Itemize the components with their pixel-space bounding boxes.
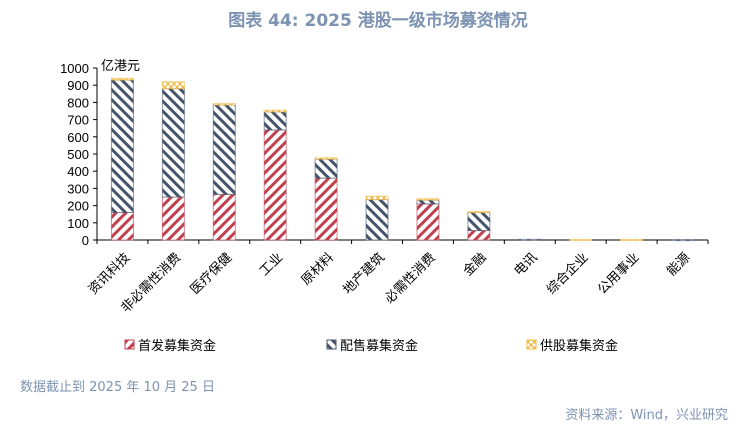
y-tick-label: 400: [67, 164, 89, 179]
bar-segment: [365, 199, 389, 241]
y-tick-label: 500: [67, 147, 89, 162]
y-tick-label: 700: [67, 113, 89, 128]
bar-segment: [263, 129, 287, 241]
bar-segment: [671, 239, 695, 242]
y-tick-label: 0: [82, 233, 89, 248]
legend-label: 首发募集资金: [138, 338, 216, 354]
bar-segment: [416, 203, 440, 241]
legend-swatch: [326, 339, 337, 350]
bar-segment: [110, 79, 134, 213]
x-category-label: 地产建筑: [340, 250, 388, 298]
y-tick-label: 100: [67, 216, 89, 231]
chart-title: 图表 44: 2025 港股一级市场募资情况: [228, 11, 528, 31]
x-category-label: 电讯: [512, 250, 541, 279]
legend-label: 配售募集资金: [340, 338, 418, 354]
x-category-label: 资讯科技: [86, 250, 133, 297]
bar-segment: [314, 158, 338, 179]
data-note: 数据截止到 2025 年 10 月 25 日: [20, 380, 215, 395]
bar-segment: [212, 104, 236, 195]
unit-label: 亿港元: [101, 59, 140, 74]
bar-segment: [518, 238, 542, 241]
x-category-label: 综合企业: [543, 250, 591, 298]
bar-segment: [263, 111, 287, 131]
y-tick-label: 300: [67, 181, 89, 196]
bar-segment: [161, 88, 185, 198]
legend-label: 供股募集资金: [540, 338, 618, 354]
y-tick-label: 200: [67, 199, 89, 214]
bar-segment: [161, 196, 185, 241]
bar-segment: [416, 198, 440, 201]
y-tick-label: 600: [67, 130, 89, 145]
x-category-label: 工业: [257, 250, 286, 279]
legend-swatch: [124, 339, 135, 350]
x-category-label: 金融: [460, 250, 490, 280]
bar-segment: [110, 211, 134, 241]
bar-segment: [212, 103, 236, 106]
bar-segment: [467, 211, 491, 214]
x-category-label: 公用事业: [595, 250, 642, 297]
bar-segment: [212, 193, 236, 241]
x-category-label: 原材料: [299, 250, 337, 288]
bar-segment: [467, 230, 491, 241]
source-note: 资料来源：Wind，兴业研究: [565, 408, 728, 423]
bar-segment: [620, 238, 644, 241]
bar-segment: [569, 238, 593, 241]
bar-segment: [161, 81, 185, 90]
y-tick-label: 1000: [60, 61, 89, 76]
bar-segment: [314, 157, 338, 160]
x-category-label: 必需性消费: [382, 250, 439, 307]
bar-segment: [110, 77, 134, 81]
x-category-label: 能源: [664, 250, 693, 279]
bar-segment: [416, 199, 440, 205]
y-tick-label: 800: [67, 95, 89, 110]
y-tick-label: 900: [67, 78, 89, 93]
legend-swatch: [526, 339, 537, 350]
bar-segment: [467, 211, 491, 232]
bar-segment: [314, 177, 338, 241]
x-category-label: 医疗保健: [188, 250, 235, 297]
bar-segment: [365, 195, 389, 201]
bar-segment: [263, 109, 287, 113]
